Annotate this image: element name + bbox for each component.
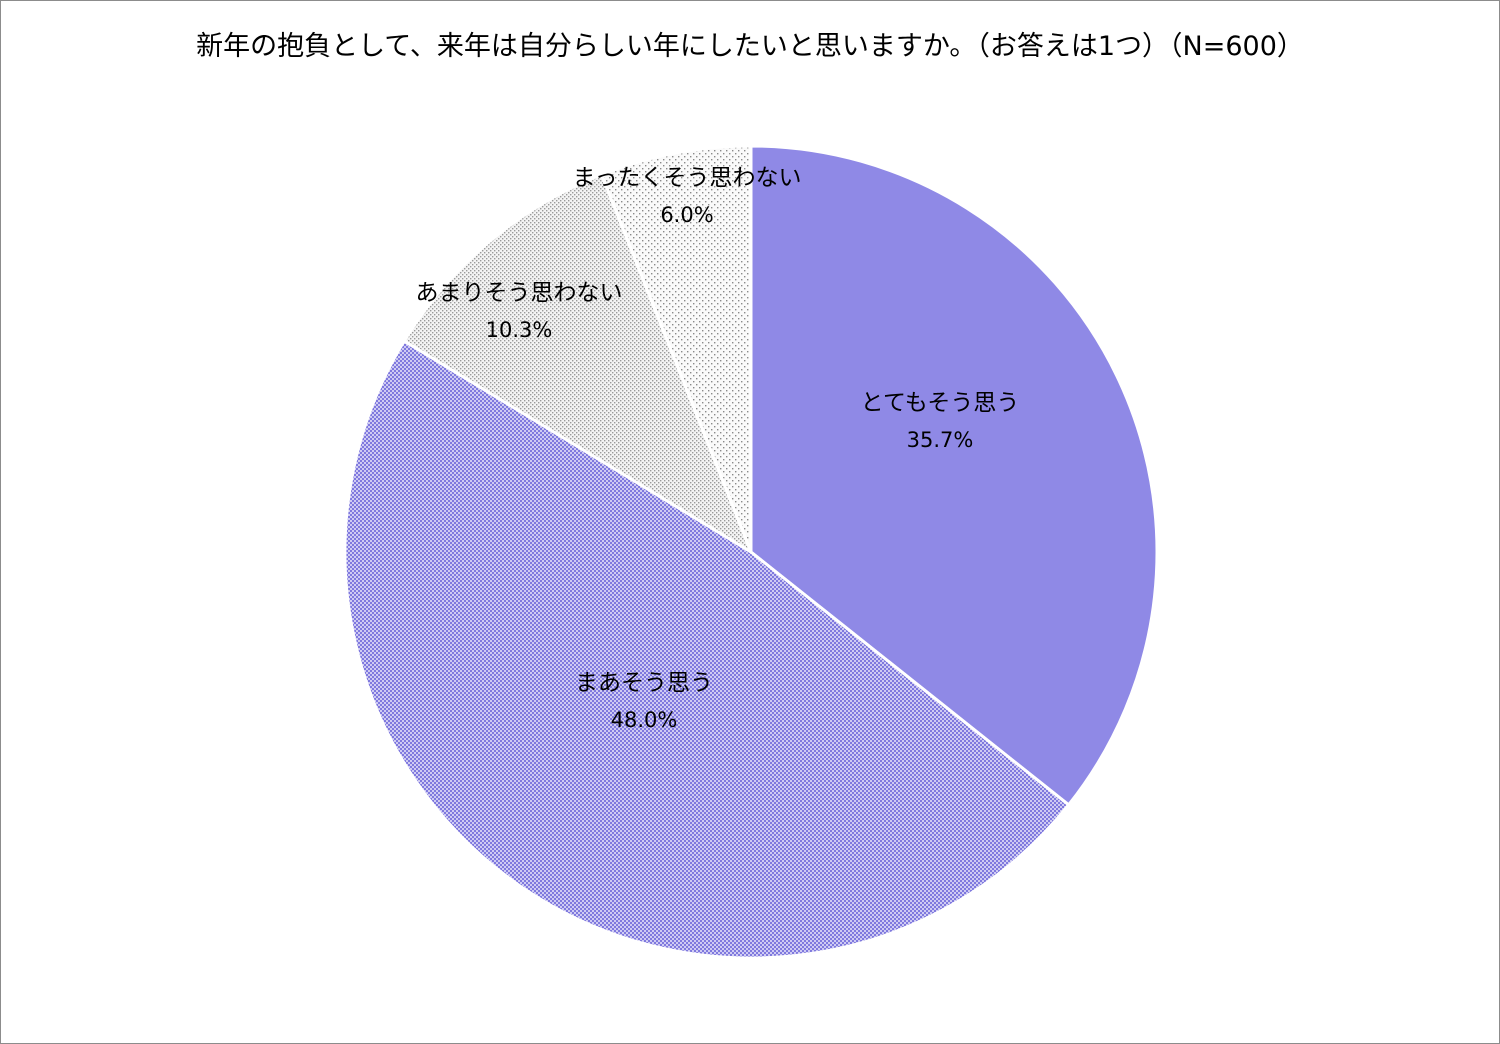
- slice-totemo-sou-omou: [749, 144, 1159, 807]
- chart-title: 新年の抱負として、来年は自分らしい年にしたいと思いますか。（お答えは1つ）（N=…: [196, 31, 1304, 62]
- slice-value-label: 48.0%: [611, 708, 678, 732]
- slice-amari-sou-omowanai: [402, 172, 755, 556]
- slice-label: とてもそう思う: [861, 390, 1020, 416]
- slice-label: まあそう思う: [575, 670, 713, 696]
- slice-label: あまりそう思わない: [416, 280, 623, 306]
- slice-value-label: 10.3%: [486, 318, 553, 342]
- slice-value-label: 35.7%: [907, 428, 974, 452]
- slice-mattaku-sou-omowanai: [599, 144, 753, 553]
- slice-maa-sou-omou: [343, 338, 1071, 960]
- slice-value-label: 6.0%: [660, 203, 713, 227]
- slice-label: まったくそう思わない: [572, 165, 801, 191]
